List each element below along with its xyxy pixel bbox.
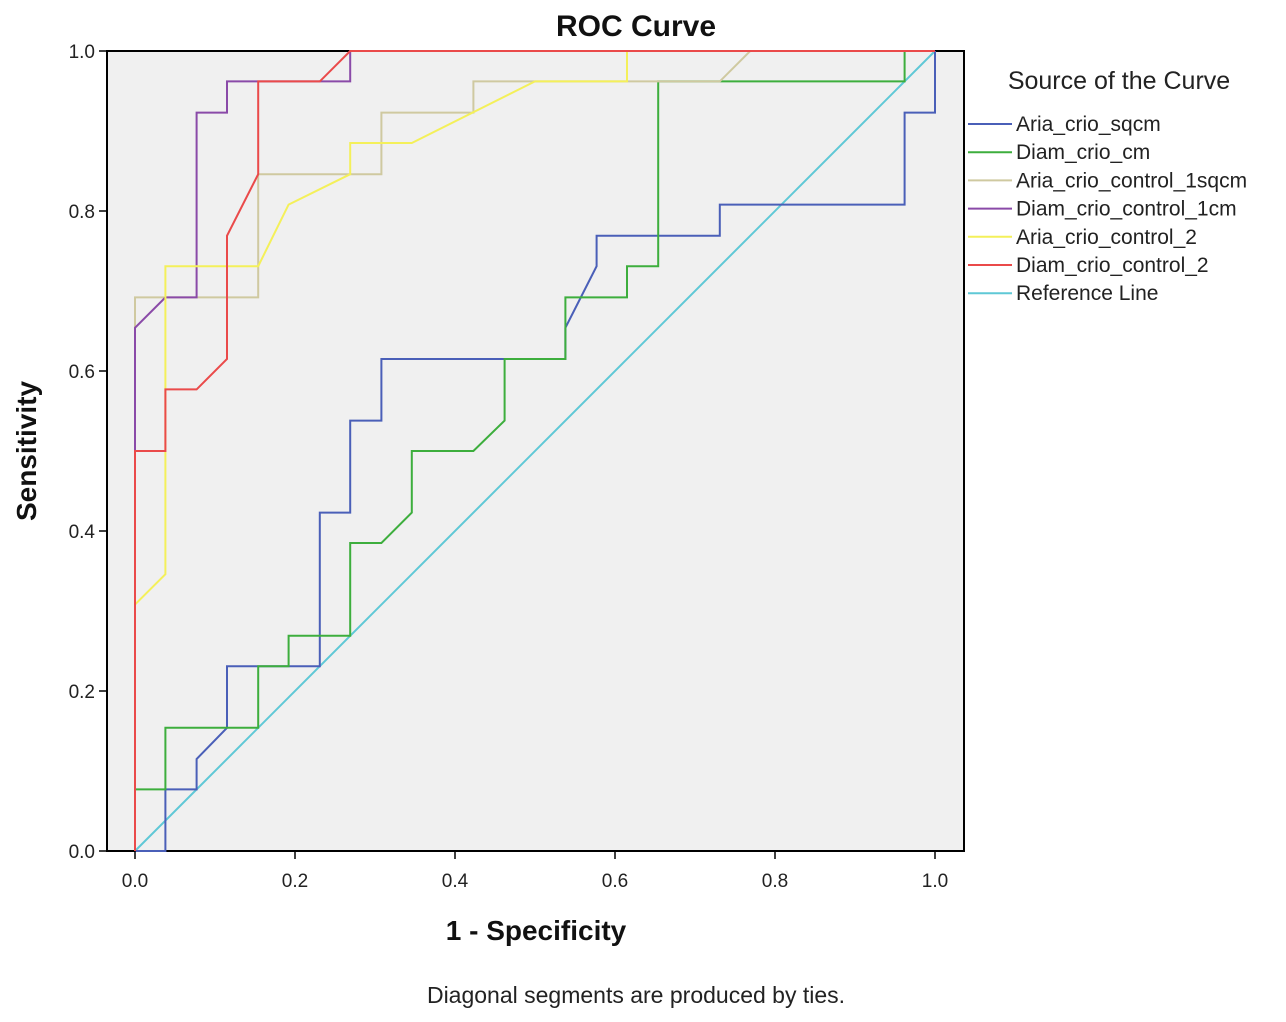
x-tick-label: 0.6 [602,871,628,892]
series-layer [134,50,936,852]
footnote: Diagonal segments are produced by ties. [427,982,845,1008]
y-axis-ticks: 0.0 0.2 0.4 0.6 0.8 1.0 [69,42,107,863]
series-line-diam-crio-control-2 [134,50,935,851]
legend: Source of the Curve Aria_crio_sqcm Diam_c… [968,67,1247,305]
y-tick-label: 0.6 [69,362,95,383]
y-tick-label: 0.2 [69,682,95,703]
legend-title: Source of the Curve [1008,67,1230,95]
y-tick-label: 1.0 [69,42,95,63]
y-axis-title: Sensitivity [11,381,42,521]
legend-label-diam-crio-control-1cm: Diam_crio_control_1cm [1016,198,1237,221]
y-tick-label: 0.4 [69,522,96,543]
series-line-reference-line [134,50,936,852]
legend-label-aria-crio-control-2: Aria_crio_control_2 [1016,226,1197,249]
series-line-aria-crio-control-2 [134,50,935,851]
y-tick-label: 0.0 [69,842,95,863]
legend-items: Aria_crio_sqcm Diam_crio_cm Aria_crio_cont… [968,113,1247,305]
x-tick-label: 0.4 [442,871,469,892]
y-tick-label: 0.8 [69,202,95,223]
legend-label-aria-crio-control-1sqcm: Aria_crio_control_1sqcm [1016,169,1247,192]
legend-label-diam-crio-cm: Diam_crio_cm [1016,141,1150,164]
series-line-aria-crio-control-1sqcm [134,50,935,851]
chart-title: ROC Curve [556,10,716,43]
x-axis-ticks: 0.0 0.2 0.4 0.6 0.8 1.0 [122,851,948,892]
x-axis-title: 1 - Specificity [446,915,627,946]
x-tick-label: 0.2 [282,871,308,892]
legend-label-diam-crio-control-2: Diam_crio_control_2 [1016,254,1209,277]
x-tick-label: 0.8 [762,871,788,892]
series-line-aria-crio-sqcm [135,51,936,852]
x-tick-label: 1.0 [922,871,948,892]
legend-label-aria-crio-sqcm: Aria_crio_sqcm [1016,113,1161,136]
legend-label-reference-line: Reference Line [1016,282,1158,305]
series-line-diam-crio-control-1cm [134,50,935,851]
series-line-diam-crio-cm [134,50,935,851]
x-tick-label: 0.0 [122,871,148,892]
